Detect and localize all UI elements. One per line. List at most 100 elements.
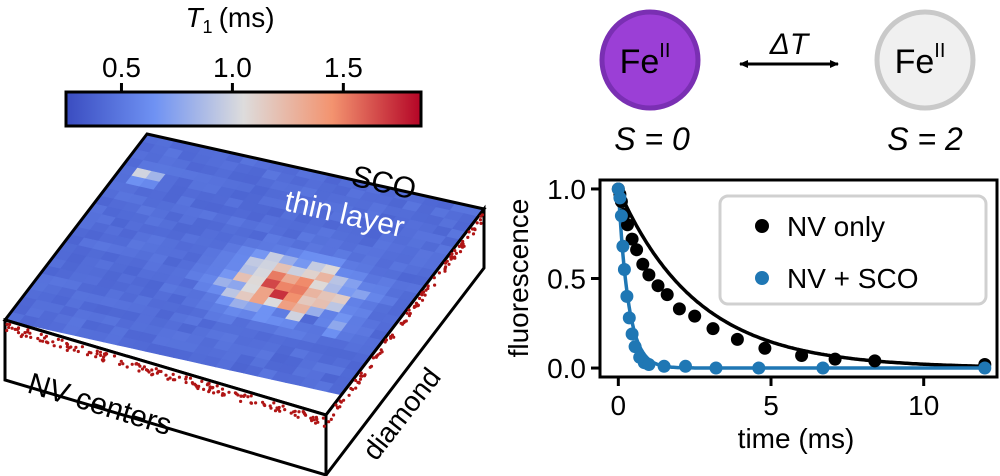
data-point — [795, 349, 809, 362]
nv-center-dot — [458, 244, 462, 248]
nv-center-dot — [76, 349, 80, 354]
nv-center-dot — [157, 369, 161, 373]
nv-center-dot — [272, 401, 276, 405]
data-point — [688, 309, 702, 323]
nv-center-dot — [443, 261, 448, 265]
nv-center-dot — [327, 420, 331, 424]
nv-center-dot — [404, 319, 408, 323]
nv-center-dot — [316, 420, 320, 424]
nv-center-dot — [471, 232, 476, 236]
nv-center-dot — [239, 394, 243, 398]
nv-center-dot — [322, 424, 326, 428]
nv-center-dot — [420, 293, 424, 297]
nv-center-dot — [191, 382, 195, 386]
nv-center-dot — [5, 328, 9, 333]
nv-center-dot — [137, 369, 141, 373]
nv-center-dot — [268, 404, 272, 408]
data-point — [616, 239, 630, 253]
nv-center-dot — [249, 401, 254, 405]
colorbar-tick-label: 1.5 — [324, 52, 363, 83]
nv-center-dot — [334, 403, 338, 407]
fe-high-spin-symbol: Fe — [895, 43, 935, 81]
nv-center-dot — [130, 362, 134, 366]
nv-center-dot — [150, 373, 154, 377]
nv-center-dot — [72, 348, 76, 352]
nv-center-dot — [275, 406, 279, 410]
nv-center-dot — [423, 293, 427, 297]
colorbar-title-subscript: 1 — [203, 17, 213, 37]
decay-chart: 0 5 10 0.0 0.5 1.0 time (ms) fluorescence NV … — [503, 174, 999, 454]
legend-marker-nv-sco — [755, 271, 769, 285]
nv-center-dot — [7, 325, 11, 330]
data-point — [868, 354, 882, 368]
x-tick-label: 10 — [908, 390, 939, 421]
nv-center-dot — [8, 322, 12, 327]
nv-center-dot — [424, 288, 428, 292]
legend-label-nv-sco: NV + SCO — [787, 263, 918, 294]
nv-center-dot — [454, 251, 458, 255]
fe-high-spin-circle — [874, 9, 976, 111]
fe-low-spin-circle — [599, 9, 701, 111]
nv-center-dot — [453, 256, 457, 260]
nv-center-dot — [467, 230, 471, 234]
nv-center-dot — [426, 284, 430, 288]
nv-center-dot — [473, 228, 477, 232]
nv-center-dot — [98, 350, 103, 354]
transition-arrow-label: ΔT — [769, 28, 811, 61]
legend-marker-nv-only — [755, 219, 769, 233]
x-axis-label: time (ms) — [738, 423, 855, 454]
nv-center-dot — [342, 398, 346, 402]
nv-center-dot — [358, 377, 363, 381]
nv-center-dot — [412, 305, 416, 309]
data-point — [642, 268, 656, 282]
nv-center-dot — [95, 352, 99, 356]
nv-center-dot — [332, 413, 336, 417]
nv-center-dot — [196, 386, 200, 391]
nv-center-dot — [315, 417, 319, 421]
nv-center-dot — [368, 365, 372, 369]
data-point — [709, 361, 723, 375]
data-point — [752, 361, 766, 375]
y-tick-label: 0.0 — [547, 353, 586, 384]
nv-center-dot — [121, 362, 125, 366]
y-tick-label: 1.0 — [547, 174, 586, 205]
nv-center-dot — [216, 390, 220, 394]
nv-center-dot — [95, 349, 99, 353]
diamond-side-face — [324, 204, 486, 476]
nv-center-dot — [207, 381, 211, 386]
nv-center-dot — [437, 271, 441, 275]
nv-center-dot — [246, 395, 250, 399]
data-point — [651, 279, 665, 293]
nv-center-dot — [374, 355, 378, 359]
fe-high-spin-label: FeII — [895, 40, 946, 81]
data-point — [730, 332, 744, 346]
data-point — [630, 243, 644, 257]
nv-center-dot — [52, 344, 56, 348]
nv-center-dot — [41, 339, 45, 343]
nv-center-dot — [26, 328, 30, 332]
nv-center-dot — [461, 239, 465, 244]
nv-center-dot — [289, 411, 293, 415]
nv-center-dot — [220, 393, 224, 397]
nv-center-dot — [402, 321, 406, 325]
data-point — [679, 359, 692, 373]
nv-center-dot — [449, 255, 453, 259]
data-point — [628, 340, 642, 354]
nv-center-dot — [137, 363, 141, 367]
nv-center-dot — [433, 283, 437, 287]
data-point — [614, 209, 628, 223]
nv-center-dot — [177, 375, 181, 379]
nv-center-dot — [24, 334, 28, 338]
data-point — [617, 263, 631, 276]
nv-center-dot — [450, 252, 454, 256]
nv-center-dot — [80, 345, 84, 349]
data-point — [706, 322, 720, 336]
nv-center-dot — [188, 376, 193, 380]
nv-center-dot — [432, 276, 436, 280]
fe-high-spin-oxidation: II — [934, 40, 945, 62]
nv-center-dot — [312, 418, 316, 422]
nv-center-dot — [447, 262, 451, 266]
nv-center-dot — [263, 403, 267, 408]
x-tick-label: 0 — [611, 390, 627, 421]
